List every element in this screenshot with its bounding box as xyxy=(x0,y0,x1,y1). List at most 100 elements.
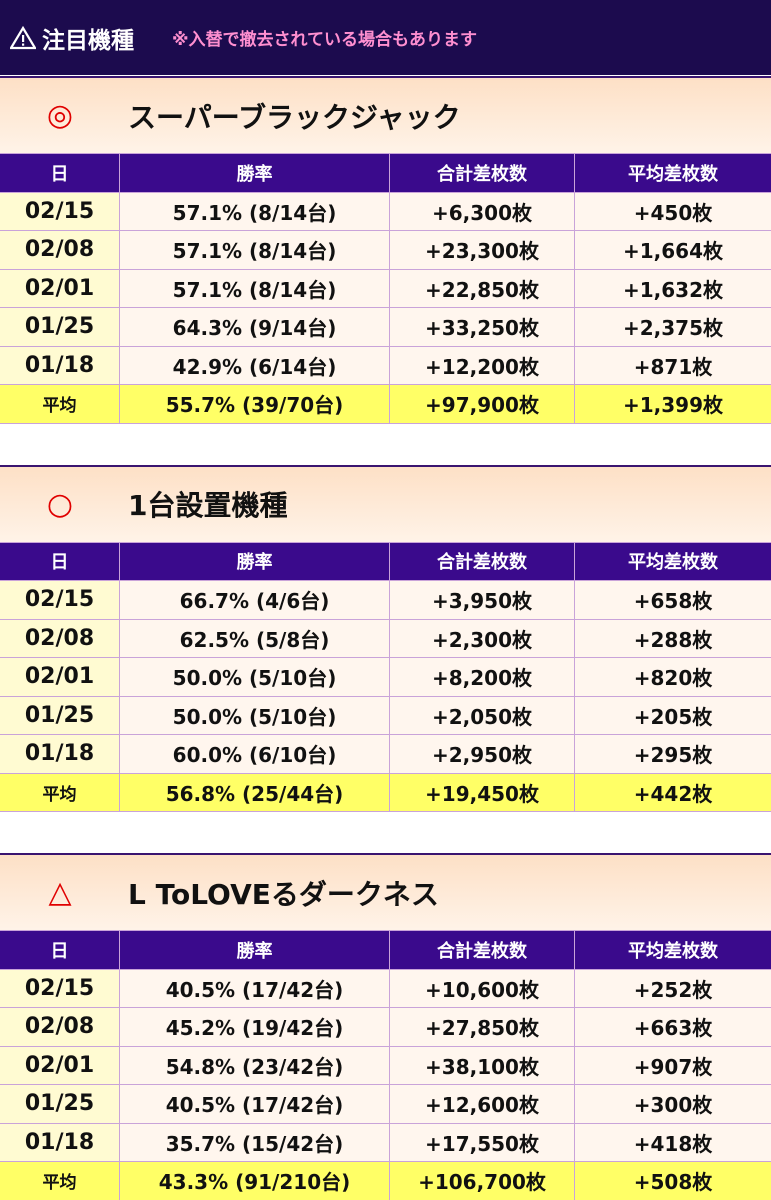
header-note: ※入替で撤去されている場合もあります xyxy=(172,30,478,50)
table-cell: +33,250枚 xyxy=(390,308,575,346)
table-cell: 01/25 xyxy=(0,696,120,734)
section-title-bar: △ L ToLOVEるダークネス xyxy=(0,855,771,931)
table-cell: 62.5% (5/8台) xyxy=(120,619,390,657)
table-cell: 35.7% (15/42台) xyxy=(120,1123,390,1161)
average-cell: 平均 xyxy=(0,385,120,423)
column-header-row: 日勝率 合計差枚数 平均差枚数 xyxy=(0,542,771,581)
column-header: 平均差枚数 xyxy=(575,154,771,192)
table-row: 01/25 50.0% (5/10台) +2,050枚 +205枚 xyxy=(0,696,771,735)
table-cell: 02/08 xyxy=(0,619,120,657)
table-cell: +2,950枚 xyxy=(390,735,575,773)
average-cell: +508枚 xyxy=(575,1162,771,1200)
column-header: 勝率 xyxy=(120,542,390,580)
table-row: 02/08 62.5% (5/8台) +2,300枚 +288枚 xyxy=(0,619,771,658)
table-cell: +205枚 xyxy=(575,696,771,734)
table-cell: +12,600枚 xyxy=(390,1085,575,1123)
column-header: 平均差枚数 xyxy=(575,931,771,969)
header-title: 注目機種 xyxy=(42,27,134,54)
table-cell: +23,300枚 xyxy=(390,231,575,269)
table-cell: +252枚 xyxy=(575,969,771,1007)
table-cell: 45.2% (19/42台) xyxy=(120,1008,390,1046)
warning-icon xyxy=(10,25,36,49)
table-cell: 01/18 xyxy=(0,735,120,773)
table-cell: 66.7% (4/6台) xyxy=(120,581,390,619)
table-cell: 50.0% (5/10台) xyxy=(120,696,390,734)
average-row: 平均 43.3% (91/210台) +106,700枚 +508枚 xyxy=(0,1162,771,1200)
section: △ L ToLOVEるダークネス日勝率 合計差枚数 平均差枚数 02/15 40.5% (… xyxy=(0,853,771,1200)
table-cell: +1,664枚 xyxy=(575,231,771,269)
table-row: 01/18 42.9% (6/14台) +12,200枚 +871枚 xyxy=(0,346,771,385)
average-cell: +97,900枚 xyxy=(390,385,575,423)
column-header: 平均差枚数 xyxy=(575,542,771,580)
table-cell: 42.9% (6/14台) xyxy=(120,346,390,384)
section-title: スーパーブラックジャック xyxy=(128,100,461,134)
table-cell: 02/15 xyxy=(0,192,120,230)
table-cell: +820枚 xyxy=(575,658,771,696)
table-row: 02/01 57.1% (8/14台) +22,850枚 +1,632枚 xyxy=(0,269,771,308)
table-cell: +27,850枚 xyxy=(390,1008,575,1046)
table-cell: +22,850枚 xyxy=(390,269,575,307)
table-cell: +907枚 xyxy=(575,1046,771,1084)
table-cell: 02/01 xyxy=(0,269,120,307)
table-cell: 54.8% (23/42台) xyxy=(120,1046,390,1084)
column-header: 日 xyxy=(0,154,120,192)
table-cell: 57.1% (8/14台) xyxy=(120,231,390,269)
column-header: 合計差枚数 xyxy=(390,154,575,192)
table-cell: 01/25 xyxy=(0,1085,120,1123)
table-cell: +295枚 xyxy=(575,735,771,773)
section-title-bar: ○ 1台設置機種 xyxy=(0,466,771,543)
table-cell: +300枚 xyxy=(575,1085,771,1123)
table-row: 02/08 45.2% (19/42台) +27,850枚 +663枚 xyxy=(0,1008,771,1047)
header: 注目機種 ※入替で撤去されている場合もあります xyxy=(0,0,771,75)
average-cell: +19,450枚 xyxy=(390,773,575,811)
table-row: 02/01 54.8% (23/42台) +38,100枚 +907枚 xyxy=(0,1046,771,1085)
table-cell: 01/18 xyxy=(0,346,120,384)
table-cell: +2,050枚 xyxy=(390,696,575,734)
table-cell: +8,200枚 xyxy=(390,658,575,696)
table-cell: +871枚 xyxy=(575,346,771,384)
table-cell: 02/15 xyxy=(0,581,120,619)
column-header: 合計差枚数 xyxy=(390,931,575,969)
table-cell: +450枚 xyxy=(575,192,771,230)
table-row: 01/25 64.3% (9/14台) +33,250枚 +2,375枚 xyxy=(0,308,771,347)
table-cell: +38,100枚 xyxy=(390,1046,575,1084)
table-row: 01/18 35.7% (15/42台) +17,550枚 +418枚 xyxy=(0,1123,771,1162)
table-cell: 60.0% (6/10台) xyxy=(120,735,390,773)
table-cell: +418枚 xyxy=(575,1123,771,1161)
table-cell: +3,950枚 xyxy=(390,581,575,619)
column-header-row: 日勝率 合計差枚数 平均差枚数 xyxy=(0,931,771,970)
section-title: 1台設置機種 xyxy=(128,489,288,522)
column-header: 勝率 xyxy=(120,931,390,969)
table-cell: 02/08 xyxy=(0,231,120,269)
table-cell: +1,632枚 xyxy=(575,269,771,307)
table-cell: 02/01 xyxy=(0,1046,120,1084)
section: ○ 1台設置機種日勝率 合計差枚数 平均差枚数 02/15 66.7% (4/6台) +3,… xyxy=(0,464,771,812)
table-cell: 02/01 xyxy=(0,658,120,696)
section-title: L ToLOVEるダークネス xyxy=(128,877,439,911)
table-cell: +10,600枚 xyxy=(390,969,575,1007)
column-header: 勝率 xyxy=(120,154,390,192)
average-cell: +442枚 xyxy=(575,773,771,811)
section-title-bar: ◎ スーパーブラックジャック xyxy=(0,78,771,154)
average-cell: 平均 xyxy=(0,773,120,811)
table-cell: 50.0% (5/10台) xyxy=(120,658,390,696)
table-cell: 02/08 xyxy=(0,1008,120,1046)
average-cell: 55.7% (39/70台) xyxy=(120,385,390,423)
section: ◎ スーパーブラックジャック日勝率 合計差枚数 平均差枚数 02/15 57.1% (8/… xyxy=(0,76,771,424)
column-header: 日 xyxy=(0,542,120,580)
table-cell: 02/15 xyxy=(0,969,120,1007)
column-header: 日 xyxy=(0,931,120,969)
table-cell: +12,200枚 xyxy=(390,346,575,384)
table-cell: +288枚 xyxy=(575,619,771,657)
column-header-row: 日勝率 合計差枚数 平均差枚数 xyxy=(0,154,771,193)
table-row: 01/18 60.0% (6/10台) +2,950枚 +295枚 xyxy=(0,735,771,774)
column-header: 合計差枚数 xyxy=(390,542,575,580)
average-cell: 平均 xyxy=(0,1162,120,1200)
table-cell: +6,300枚 xyxy=(390,192,575,230)
table-row: 02/15 40.5% (17/42台) +10,600枚 +252枚 xyxy=(0,969,771,1008)
average-cell: +106,700枚 xyxy=(390,1162,575,1200)
table-cell: +17,550枚 xyxy=(390,1123,575,1161)
table-cell: +663枚 xyxy=(575,1008,771,1046)
table-cell: 01/25 xyxy=(0,308,120,346)
